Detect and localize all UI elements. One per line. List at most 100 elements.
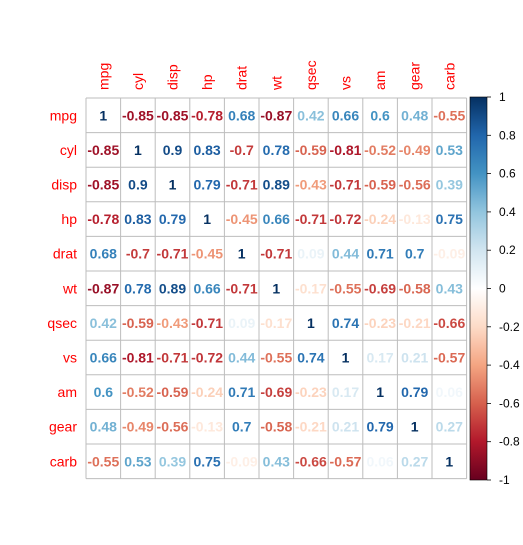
cell-value-am-am: 1 — [376, 384, 384, 400]
cell-value-carb-disp: 0.39 — [159, 453, 186, 469]
cell-value-disp-cyl: 0.9 — [128, 177, 148, 193]
cell-value-carb-cyl: 0.53 — [124, 453, 151, 469]
cell-value-mpg-vs: 0.66 — [332, 107, 359, 123]
cell-value-am-mpg: 0.6 — [94, 384, 114, 400]
cell-value-vs-drat: 0.44 — [228, 350, 255, 366]
cell-value-mpg-wt: -0.87 — [260, 107, 292, 123]
cell-value-am-qsec: -0.23 — [295, 384, 327, 400]
cell-value-cyl-gear: -0.49 — [399, 142, 431, 158]
cell-value-drat-am: 0.71 — [366, 246, 393, 262]
column-label-gear: gear — [407, 62, 423, 90]
row-label-vs: vs — [63, 350, 77, 366]
cell-value-qsec-qsec: 1 — [307, 315, 315, 331]
cell-value-wt-mpg: -0.87 — [87, 280, 119, 296]
cell-value-drat-mpg: 0.68 — [90, 246, 117, 262]
colorbar-tick-label: 0.4 — [499, 205, 516, 219]
cell-value-hp-hp: 1 — [203, 211, 211, 227]
cell-value-wt-drat: -0.71 — [226, 280, 258, 296]
cell-value-wt-hp: 0.66 — [193, 280, 220, 296]
row-label-gear: gear — [49, 419, 77, 435]
cell-value-gear-carb: 0.27 — [436, 419, 463, 435]
cell-value-mpg-cyl: -0.85 — [122, 107, 154, 123]
cell-value-am-vs: 0.17 — [332, 384, 359, 400]
cell-value-mpg-hp: -0.78 — [191, 107, 223, 123]
cell-value-cyl-drat: -0.7 — [230, 142, 254, 158]
cell-value-hp-carb: 0.75 — [436, 211, 463, 227]
cell-value-cyl-carb: 0.53 — [436, 142, 463, 158]
cell-value-carb-mpg: -0.55 — [87, 453, 119, 469]
cell-value-wt-am: -0.69 — [364, 280, 396, 296]
cell-value-mpg-disp: -0.85 — [157, 107, 189, 123]
column-label-hp: hp — [199, 74, 215, 90]
cell-value-disp-gear: -0.56 — [399, 177, 431, 193]
cell-value-am-drat: 0.71 — [228, 384, 255, 400]
cell-value-wt-qsec: -0.17 — [295, 280, 327, 296]
cell-value-qsec-drat: 0.09 — [228, 315, 255, 331]
cell-values: 1 -0.85 -0.85 -0.78 0.68 -0.87 0.42 0.66 0.6 0.48… — [87, 107, 465, 469]
cell-value-cyl-qsec: -0.59 — [295, 142, 327, 158]
cell-value-disp-mpg: -0.85 — [87, 177, 119, 193]
cell-value-mpg-qsec: 0.42 — [297, 107, 324, 123]
cell-value-hp-wt: 0.66 — [263, 211, 290, 227]
cell-value-drat-cyl: -0.7 — [126, 246, 150, 262]
row-label-disp: disp — [51, 177, 77, 193]
cell-value-hp-mpg: -0.78 — [87, 211, 119, 227]
cell-value-hp-gear: -0.13 — [399, 211, 431, 227]
row-label-cyl: cyl — [60, 142, 77, 158]
cell-value-gear-am: 0.79 — [366, 419, 393, 435]
cell-value-cyl-hp: 0.83 — [193, 142, 220, 158]
cell-value-qsec-cyl: -0.59 — [122, 315, 154, 331]
cell-value-gear-vs: 0.21 — [332, 419, 359, 435]
row-label-drat: drat — [53, 246, 77, 262]
cell-value-qsec-hp: -0.71 — [191, 315, 223, 331]
colorbar-tick-label: -0.6 — [499, 396, 520, 410]
cell-value-am-cyl: -0.52 — [122, 384, 154, 400]
cell-value-vs-disp: -0.71 — [157, 350, 189, 366]
row-label-qsec: qsec — [47, 315, 77, 331]
grid-lines — [85, 97, 468, 480]
row-label-am: am — [58, 384, 77, 400]
cell-value-drat-drat: 1 — [238, 246, 246, 262]
column-label-vs: vs — [338, 76, 354, 90]
cell-value-vs-wt: -0.55 — [260, 350, 292, 366]
column-label-wt: wt — [268, 76, 284, 91]
cell-value-drat-hp: -0.45 — [191, 246, 223, 262]
cell-value-carb-vs: -0.57 — [330, 453, 362, 469]
colorbar-legend: 1 0.8 0.6 0.4 0.2 0 -0.2 -0.4 -0.6 -0.8 -1 — [469, 90, 520, 487]
cell-value-disp-qsec: -0.43 — [295, 177, 327, 193]
cell-value-cyl-vs: -0.81 — [330, 142, 362, 158]
column-labels: mpg cyl disp hp drat wt qsec vs am gear carb — [95, 60, 457, 91]
cell-value-drat-disp: -0.71 — [157, 246, 189, 262]
cell-value-disp-carb: 0.39 — [436, 177, 463, 193]
cell-value-vs-cyl: -0.81 — [122, 350, 154, 366]
colorbar-tick-label: 0.2 — [499, 243, 516, 257]
colorbar-tick-label: 0.8 — [499, 128, 516, 142]
column-label-qsec: qsec — [303, 60, 319, 90]
cell-value-cyl-disp: 0.9 — [163, 142, 183, 158]
cell-value-vs-hp: -0.72 — [191, 350, 223, 366]
cell-value-disp-am: -0.59 — [364, 177, 396, 193]
cell-value-cyl-mpg: -0.85 — [87, 142, 119, 158]
cell-value-carb-carb: 1 — [445, 453, 453, 469]
column-label-disp: disp — [165, 64, 181, 90]
cell-value-qsec-am: -0.23 — [364, 315, 396, 331]
cell-value-qsec-disp: -0.43 — [157, 315, 189, 331]
cell-value-gear-qsec: -0.21 — [295, 419, 327, 435]
cell-value-mpg-mpg: 1 — [99, 107, 107, 123]
cell-value-qsec-gear: -0.21 — [399, 315, 431, 331]
cell-value-qsec-mpg: 0.42 — [90, 315, 117, 331]
cell-value-wt-wt: 1 — [272, 280, 280, 296]
cell-value-hp-drat: -0.45 — [226, 211, 258, 227]
cell-value-wt-disp: 0.89 — [159, 280, 186, 296]
cell-value-disp-hp: 0.79 — [193, 177, 220, 193]
cell-value-disp-drat: -0.71 — [226, 177, 258, 193]
cell-value-am-disp: -0.59 — [157, 384, 189, 400]
cell-value-wt-gear: -0.58 — [399, 280, 431, 296]
cell-value-hp-cyl: 0.83 — [124, 211, 151, 227]
cell-value-hp-am: -0.24 — [364, 211, 396, 227]
row-label-wt: wt — [62, 280, 77, 296]
row-label-carb: carb — [50, 453, 77, 469]
cell-value-gear-cyl: -0.49 — [122, 419, 154, 435]
cell-value-vs-mpg: 0.66 — [90, 350, 117, 366]
